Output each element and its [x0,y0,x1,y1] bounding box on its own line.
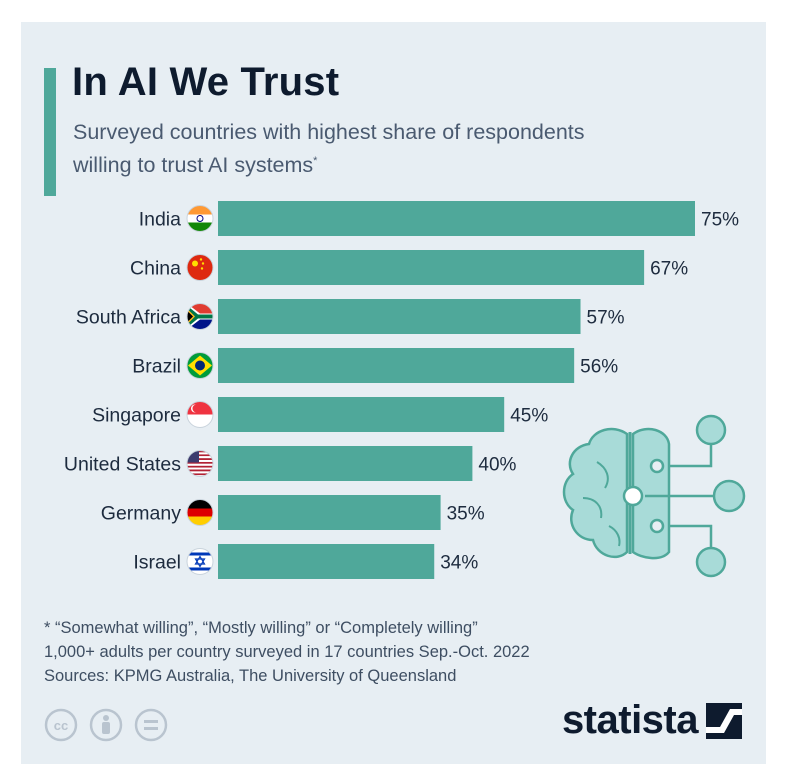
bar-south-africa [218,299,581,334]
footnote-sources: Sources: KPMG Australia, The University … [44,667,457,685]
bar-germany [218,495,441,530]
statista-brand[interactable]: statista [562,698,742,743]
value-label: 35% [447,504,485,525]
infographic-card: In AI We Trust Surveyed countries with h… [21,22,766,764]
category-label: India [139,209,181,231]
flag-israel-icon [186,548,214,575]
flag-china-icon [186,254,214,281]
bar-singapore [218,397,505,432]
creative-commons-icon[interactable]: cc [44,708,78,742]
chart-title: In AI We Trust [72,60,340,104]
footnote-survey: 1,000+ adults per country surveyed in 17… [44,643,530,661]
flag-india-icon [186,205,214,232]
flag-united-states-icon [186,450,214,477]
value-label: 56% [580,357,618,378]
flag-brazil-icon [186,352,214,379]
value-label: 75% [701,210,739,231]
category-label: Germany [101,503,181,525]
value-label: 57% [587,308,625,329]
bar-china [218,250,645,285]
subtitle-footnote-mark: * [313,155,318,167]
svg-text:cc: cc [54,718,68,733]
subtitle-text: Surveyed countries with highest share of… [73,120,585,178]
category-label: United States [64,454,181,476]
category-label: China [130,258,181,280]
flag-germany-icon [186,499,214,526]
value-label: 40% [478,455,516,476]
flag-singapore-icon [186,401,214,428]
value-label: 34% [440,553,478,574]
brand-name: statista [561,698,699,742]
no-derivatives-icon[interactable] [134,708,168,742]
statista-logo-icon [706,702,742,739]
category-label: South Africa [76,307,181,329]
value-label: 45% [510,406,548,427]
footnotes: * “Somewhat willing”, “Mostly willing” o… [44,616,530,688]
bar-chart: India 75% China 67% South Africa 57% Brazil 56%… [64,201,746,579]
footnote-definition: * “Somewhat willing”, “Mostly willing” o… [44,619,478,637]
title-accent-bar [44,68,56,196]
category-label: Singapore [92,405,181,427]
category-label: Israel [133,552,181,574]
chart-subtitle: Surveyed countries with highest share of… [73,118,593,180]
bar-united-states [218,446,473,481]
bar-india [218,201,695,236]
ai-brain-circuit-icon [562,414,746,578]
bar-israel [218,544,435,579]
bar-brazil [218,348,575,383]
category-label: Brazil [132,356,181,378]
attribution-icon[interactable] [89,708,123,742]
flag-south-africa-icon [186,303,214,330]
value-label: 67% [650,259,688,280]
